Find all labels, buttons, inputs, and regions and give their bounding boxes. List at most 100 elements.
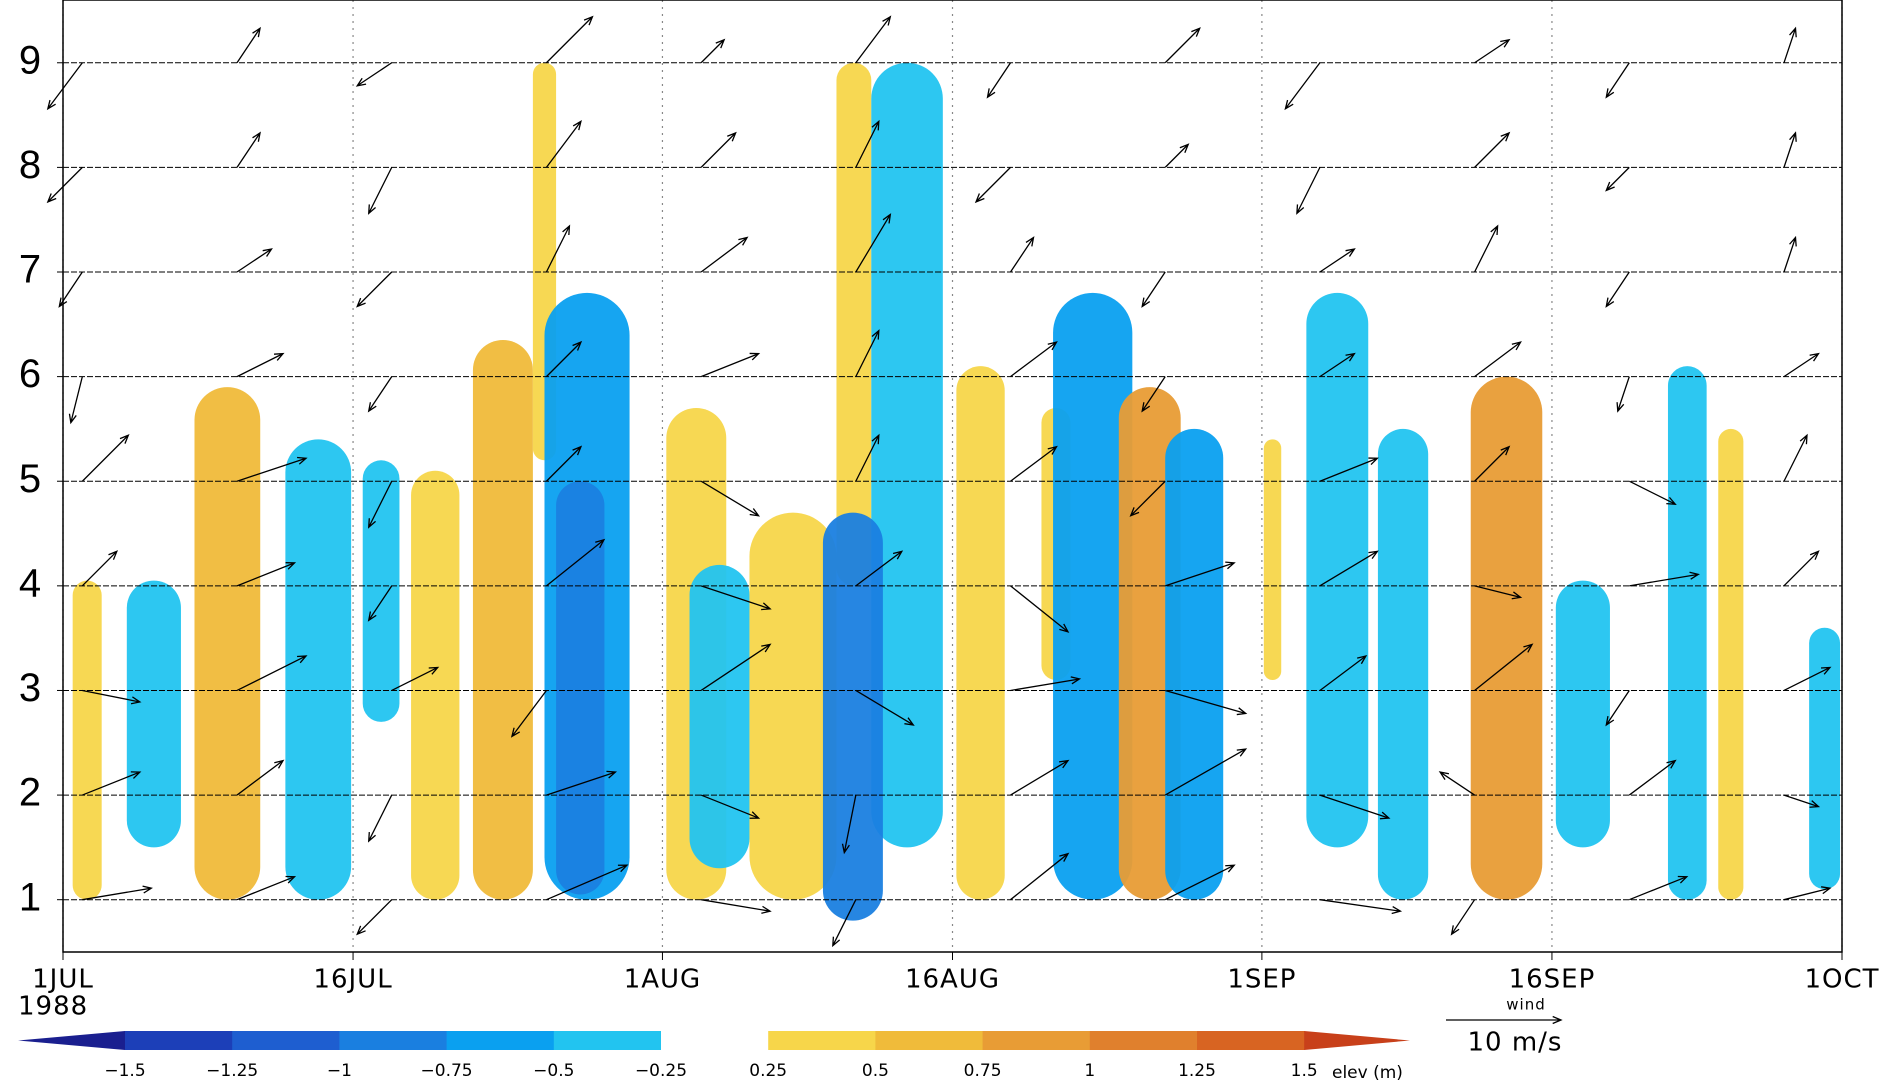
wind-vector <box>1296 167 1321 215</box>
wind-vector <box>1783 794 1821 808</box>
wind-vector <box>236 456 308 482</box>
wind-vector <box>1605 690 1630 727</box>
colorbar-over <box>1304 1031 1410 1050</box>
elevation-band <box>1809 627 1841 890</box>
wind-vector <box>1009 236 1035 273</box>
wind-vector <box>1129 480 1166 517</box>
wind-vector <box>1783 433 1808 482</box>
colorbar-tick-label: 1.5 <box>1291 1061 1318 1081</box>
wind-vector <box>82 885 153 901</box>
wind-vector <box>700 236 749 273</box>
wind-vector <box>700 585 772 611</box>
plot-frame <box>62 0 1843 953</box>
colorbar-tick-label: 0.5 <box>862 1061 889 1081</box>
wind-vector <box>832 899 857 948</box>
wind-vector <box>68 376 83 425</box>
wind-vector <box>236 655 308 692</box>
elevation-band <box>1263 439 1282 680</box>
wind-vector <box>510 690 547 738</box>
wind-vector <box>236 562 297 587</box>
wind-vector <box>46 166 83 204</box>
y-tick-label: 9 <box>19 38 41 82</box>
wind-vector <box>546 770 618 796</box>
colorbar-tick-label: 0.75 <box>964 1061 1002 1081</box>
wind-vector <box>700 643 772 692</box>
wind-vector <box>1783 886 1832 901</box>
elevation-band <box>689 564 750 869</box>
wind-layer <box>46 15 1842 948</box>
wind-vector <box>1010 676 1082 692</box>
wind-vector <box>1474 224 1499 273</box>
wind-vector <box>1164 864 1236 901</box>
colorbar-tick-label: −0.5 <box>533 1061 574 1081</box>
wind-vector <box>367 376 393 413</box>
elevation-band <box>1470 376 1543 900</box>
wind-vector <box>82 771 142 796</box>
wind-vector <box>1474 445 1511 482</box>
wind-vector <box>1284 62 1321 111</box>
colorbar-segment <box>875 1031 984 1050</box>
wind-vector <box>1164 143 1190 168</box>
wind-vector <box>355 62 393 87</box>
elevation-band <box>194 387 261 900</box>
colorbar-tick-label: −0.75 <box>421 1061 473 1081</box>
x-tick-label: 1SEP <box>1227 965 1296 995</box>
elevation-band <box>1555 580 1610 848</box>
wind-vector <box>986 62 1012 99</box>
y-tick-label: 5 <box>19 457 41 501</box>
wind-vector <box>1141 271 1166 308</box>
wind-vector <box>855 329 880 377</box>
wind-vector <box>1010 445 1058 482</box>
wind-vector <box>367 480 393 529</box>
wind-vector <box>1628 480 1677 505</box>
wind-vector <box>1474 585 1523 600</box>
wind-vector <box>1319 794 1391 820</box>
elevation-band <box>1718 428 1744 900</box>
wind-vector <box>1164 748 1248 796</box>
wind-reference-arrow <box>1446 1015 1563 1025</box>
colorbar-under <box>18 1031 125 1050</box>
wind-vector <box>46 62 83 111</box>
wind-vector <box>1165 561 1236 587</box>
wind-vector <box>700 480 761 517</box>
elevation-band <box>472 340 533 900</box>
colorbar-tick-label: 1 <box>1084 1061 1095 1081</box>
year-label: 1988 <box>18 992 88 1022</box>
wind-vector <box>855 119 880 168</box>
elevation-band <box>1053 292 1133 900</box>
wind-vector <box>1450 899 1476 936</box>
wind-vector <box>1616 376 1630 413</box>
wind-vector <box>356 899 393 936</box>
wind-vector <box>1010 585 1070 633</box>
colorbar-tick-label: −0.25 <box>635 1061 687 1081</box>
y-tick-label: 4 <box>19 561 41 605</box>
elevation-band <box>556 481 605 895</box>
wind-vector <box>1629 875 1689 901</box>
elevation-band <box>1667 366 1707 900</box>
elevation-band <box>362 460 400 722</box>
wind-vector <box>1474 38 1511 64</box>
y-tick-label: 6 <box>19 352 41 396</box>
wind-vector <box>236 248 273 273</box>
wind-vector <box>855 689 915 726</box>
colorbar-label: elev (m) <box>1332 1063 1403 1083</box>
y-tick-label: 1 <box>19 875 41 919</box>
wind-vector <box>1010 852 1070 901</box>
colorbar-segment <box>339 1031 448 1050</box>
wind-vector <box>1474 131 1511 168</box>
colorbar-tick-label: 0.25 <box>749 1061 787 1081</box>
wind-vector <box>81 434 130 482</box>
wind-vector <box>545 340 583 378</box>
colorbar-segment <box>982 1031 1091 1050</box>
wind-vector <box>1474 341 1522 378</box>
colorbar-tick-label: −1.25 <box>206 1061 258 1081</box>
colorbar-segment <box>553 1031 662 1050</box>
wind-vector <box>855 15 892 64</box>
wind-vector <box>545 120 582 168</box>
elevation-band <box>285 439 352 900</box>
wind-vector <box>855 213 892 273</box>
wind-vector <box>356 271 393 308</box>
wind-vector <box>545 15 594 64</box>
wind-vector <box>236 759 285 796</box>
